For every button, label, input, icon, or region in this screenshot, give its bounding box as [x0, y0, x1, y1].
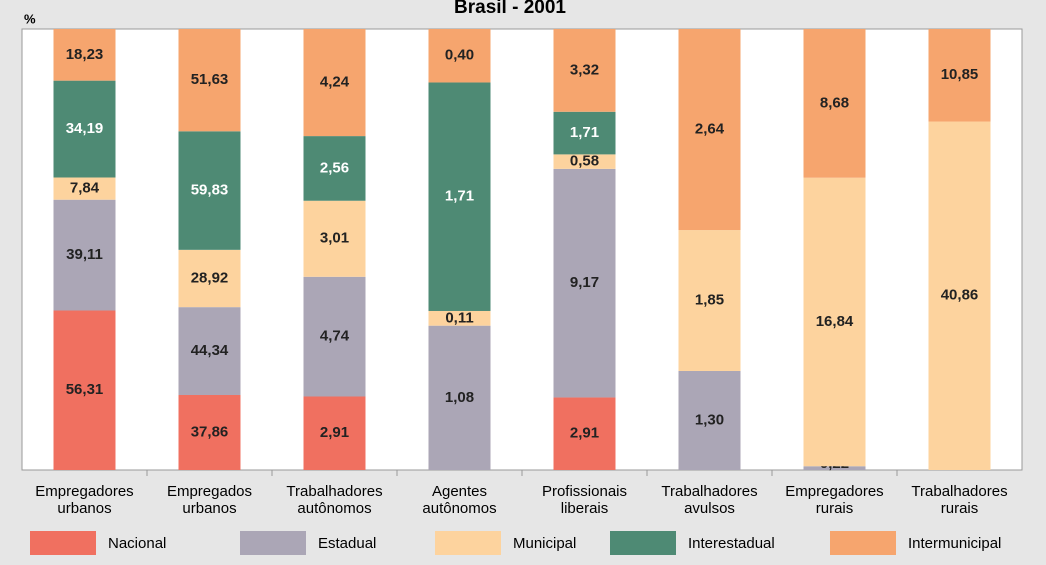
x-tick-label: Agentes autônomos	[422, 483, 496, 517]
bar-segment	[53, 310, 116, 470]
bar-segment	[53, 29, 116, 81]
bar-segment	[53, 80, 116, 178]
bar-segment	[553, 154, 616, 169]
value-label: 51,63	[191, 71, 229, 88]
bar-segment	[428, 310, 491, 326]
legend-swatch	[30, 531, 96, 555]
value-label: 2,64	[695, 121, 725, 138]
bar-segment	[303, 276, 366, 397]
y-axis-label: %	[24, 11, 36, 26]
chart-title: Brasil - 2001	[454, 0, 566, 18]
x-tick-label: Profissionais liberais	[542, 483, 627, 517]
value-label: 40,86	[941, 287, 979, 304]
legend-label: Estadual	[318, 535, 376, 552]
legend-label: Interestadual	[688, 535, 775, 552]
legend-label: Intermunicipal	[908, 535, 1001, 552]
value-label: 7,84	[70, 180, 100, 197]
x-tick-label: Trabalhadores avulsos	[661, 483, 757, 517]
bar-segment	[303, 29, 366, 137]
bar-segment	[553, 111, 616, 155]
value-label: 34,19	[66, 120, 104, 137]
bar-segment	[178, 131, 241, 250]
bar-segment	[428, 29, 491, 83]
value-label: 2,91	[320, 424, 349, 441]
bar-segment	[178, 394, 241, 470]
bar-segment	[553, 29, 616, 112]
x-tick-label: Empregados urbanos	[167, 483, 252, 517]
value-label: 4,24	[320, 74, 350, 91]
value-label: 4,74	[320, 328, 350, 345]
bar-segment	[53, 199, 116, 311]
value-label: 9,17	[570, 274, 599, 291]
bar-segment	[678, 29, 741, 231]
plot-area	[21, 28, 1023, 471]
legend-swatch	[610, 531, 676, 555]
bar-segment	[178, 249, 241, 308]
bar-segment	[803, 29, 866, 178]
value-label: 1,30	[695, 411, 724, 428]
value-label: 1,71	[570, 124, 599, 141]
value-label: 8,68	[820, 94, 849, 111]
bar-segment	[928, 121, 991, 470]
x-tick-label: Trabalhadores autônomos	[286, 483, 382, 517]
value-label: 16,84	[816, 313, 854, 330]
value-label: 1,85	[695, 291, 724, 308]
bar-segment	[178, 307, 241, 395]
bar-segment	[303, 396, 366, 470]
value-label: 39,11	[66, 246, 103, 263]
value-label: 28,92	[191, 269, 229, 286]
value-label: 44,34	[191, 342, 229, 359]
value-label: 59,83	[191, 182, 229, 199]
legend-swatch	[240, 531, 306, 555]
value-label: 1,08	[445, 389, 474, 406]
bar-segment	[803, 177, 866, 467]
value-label: 0,58	[570, 153, 599, 170]
legend-swatch	[435, 531, 501, 555]
x-tick-label: Empregadores rurais	[785, 483, 883, 517]
bar-segment	[678, 370, 741, 470]
bar-segment	[303, 200, 366, 277]
bar-segment	[553, 397, 616, 470]
value-label: 2,91	[570, 425, 599, 442]
value-label: 0,11	[445, 309, 473, 326]
x-tick-label: Trabalhadores rurais	[911, 483, 1007, 517]
legend-label: Nacional	[108, 535, 166, 552]
bar-segment	[553, 168, 616, 398]
value-label: 18,23	[66, 46, 104, 63]
value-label: 2,56	[320, 159, 349, 176]
value-label: 3,32	[570, 61, 599, 78]
value-label: 1,71	[445, 188, 474, 205]
value-label: 3,01	[320, 230, 349, 247]
bar-segment	[928, 29, 991, 122]
bar-segment	[803, 466, 866, 470]
bar-segment	[428, 325, 491, 470]
value-label: 56,31	[66, 381, 104, 398]
bar-segment	[303, 136, 366, 201]
bar-segment	[178, 29, 241, 132]
legend-swatch	[830, 531, 896, 555]
bar-segment	[428, 82, 491, 311]
x-tick-label: Empregadores urbanos	[35, 483, 133, 517]
bar-segment	[53, 177, 116, 200]
value-label: 0,40	[445, 47, 474, 64]
value-label: 37,86	[191, 423, 229, 440]
bar-segment	[678, 230, 741, 371]
value-label: 10,85	[941, 66, 979, 83]
legend-label: Municipal	[513, 535, 576, 552]
